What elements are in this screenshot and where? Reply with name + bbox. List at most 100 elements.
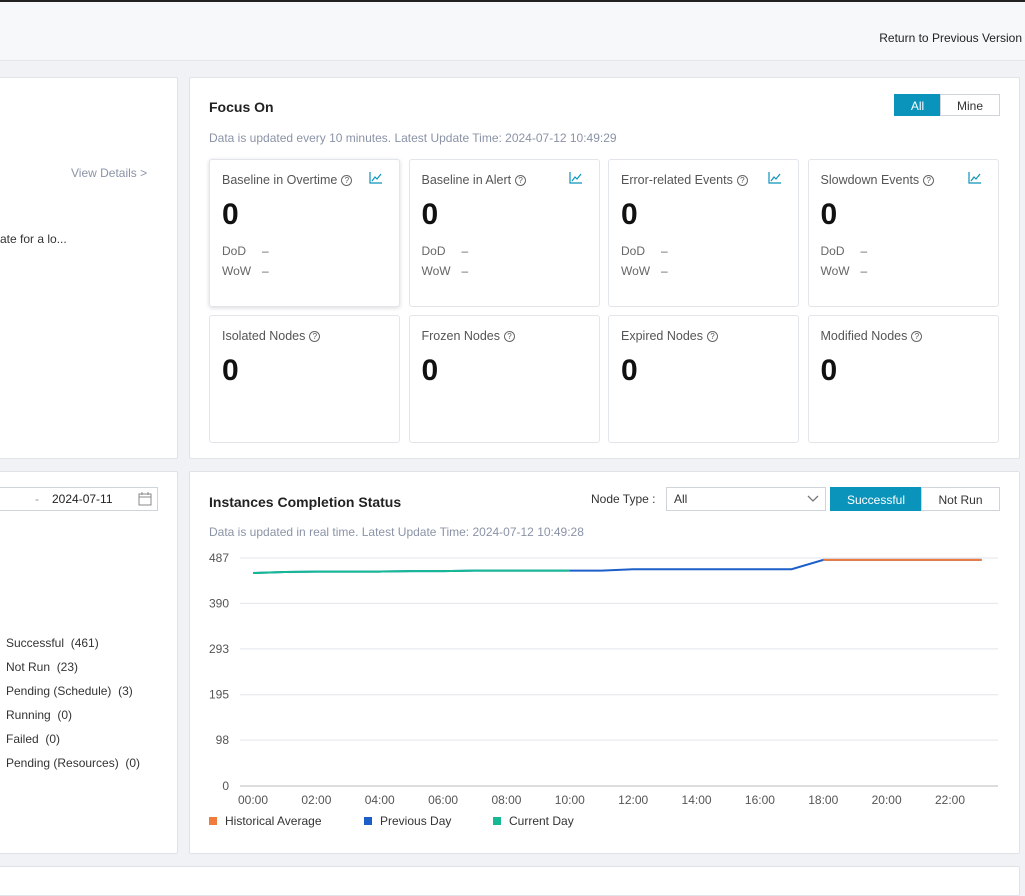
instances-panel	[189, 471, 1020, 854]
wow-value: –	[461, 264, 469, 278]
help-icon[interactable]: ?	[923, 175, 935, 186]
card-title: Frozen Nodes?	[422, 329, 516, 343]
y-tick-label: 487	[209, 551, 229, 565]
card-value: 0	[820, 198, 838, 231]
trend-icon[interactable]	[369, 172, 383, 184]
wow-label: WoW	[222, 264, 252, 278]
node-type-label: Node Type :	[591, 492, 656, 506]
card-title: Isolated Nodes?	[222, 329, 321, 343]
return-link[interactable]: Return to Previous Version	[879, 31, 1022, 45]
help-icon[interactable]: ?	[504, 331, 516, 342]
metric-card[interactable]: Isolated Nodes? 0	[209, 315, 400, 443]
instances-update: Data is updated in real time. Latest Upd…	[209, 525, 584, 539]
left-top-panel	[0, 77, 178, 459]
help-icon[interactable]: ?	[736, 175, 748, 186]
dod-value: –	[461, 244, 469, 258]
status-item: Not Run (23)	[6, 660, 79, 674]
toggle-successful[interactable]: Successful	[830, 487, 922, 511]
card-value: 0	[621, 198, 638, 231]
x-tick-label: 02:00	[301, 793, 331, 807]
calendar-icon	[138, 492, 152, 506]
metric-card[interactable]: Modified Nodes? 0	[807, 315, 999, 443]
wow-label: WoW	[421, 264, 451, 278]
legend-label: Current Day	[509, 814, 574, 828]
focus-title: Focus On	[209, 99, 274, 115]
card-title: Baseline in Alert?	[422, 173, 527, 187]
toggle-mine[interactable]: Mine	[940, 94, 1000, 116]
x-tick-label: 08:00	[491, 793, 521, 807]
x-tick-label: 14:00	[682, 793, 712, 807]
trend-icon[interactable]	[967, 172, 982, 184]
node-type-select[interactable]	[666, 487, 826, 511]
focus-update: Data is updated every 10 minutes. Latest…	[209, 131, 617, 145]
left-bottom-panel	[0, 471, 178, 854]
metric-card[interactable]: Frozen Nodes? 0	[408, 315, 600, 443]
bottom-panel	[0, 866, 1020, 896]
y-tick-label: 195	[209, 688, 229, 702]
card-title: Slowdown Events?	[821, 173, 935, 187]
metric-card[interactable]: Baseline in Overtime? 0 DoD – WoW –	[209, 159, 400, 307]
metric-card[interactable]: Error-related Events? 0 DoD – WoW –	[608, 159, 799, 307]
instances-title: Instances Completion Status	[209, 494, 402, 510]
wow-value: –	[262, 264, 269, 278]
dod-label: DoD	[222, 244, 247, 258]
card-title: Expired Nodes?	[621, 329, 718, 343]
metric-card[interactable]: Slowdown Events? 0 DoD – WoW –	[807, 159, 999, 307]
card-value: 0	[421, 198, 439, 231]
view-details[interactable]: View Details >	[71, 166, 148, 180]
status-item: Pending (Schedule) (3)	[6, 684, 133, 698]
y-tick-label: 0	[222, 779, 229, 793]
legend-swatch	[364, 817, 372, 825]
node-type-value: All	[674, 492, 688, 506]
series-line	[252, 569, 570, 574]
help-icon[interactable]: ?	[515, 175, 527, 186]
x-tick-label: 18:00	[808, 793, 838, 807]
help-icon[interactable]: ?	[707, 331, 718, 342]
toggle-not-run[interactable]: Not Run	[921, 487, 1000, 511]
x-tick-label: 12:00	[618, 793, 648, 807]
legend-label: Historical Average	[225, 814, 322, 828]
metric-card[interactable]: Baseline in Alert? 0 DoD – WoW –	[408, 159, 600, 307]
date-input[interactable]	[0, 487, 158, 511]
help-icon[interactable]: ?	[309, 331, 321, 342]
date: 2024-07-11	[52, 492, 113, 506]
x-tick-label: 06:00	[428, 793, 458, 807]
dod-label: DoD	[421, 244, 446, 258]
y-tick-label: 98	[216, 733, 230, 747]
status-item: Pending (Resources) (0)	[6, 756, 141, 770]
help-icon[interactable]: ?	[341, 175, 353, 186]
metric-card[interactable]: Expired Nodes? 0	[608, 315, 799, 443]
dod-value: –	[860, 244, 868, 258]
legend-swatch	[493, 817, 501, 825]
wow-value: –	[860, 264, 868, 278]
header	[0, 2, 1025, 61]
dod-label: DoD	[621, 244, 646, 258]
trend-icon[interactable]	[568, 172, 583, 184]
x-tick-label: 22:00	[935, 793, 965, 807]
trend-icon[interactable]	[768, 172, 782, 184]
snippet: ate for a lo...	[0, 232, 67, 246]
y-tick-label: 390	[209, 596, 229, 610]
x-tick-label: 20:00	[872, 793, 902, 807]
legend-swatch	[209, 817, 217, 825]
wow-label: WoW	[621, 264, 651, 278]
help-icon[interactable]: ?	[911, 331, 923, 342]
toggle-all[interactable]: All	[894, 94, 941, 116]
x-tick-label: 10:00	[555, 793, 585, 807]
status-item: Successful (461)	[6, 636, 99, 650]
legend-label: Previous Day	[380, 814, 451, 828]
card-value: 0	[820, 354, 838, 387]
wow-label: WoW	[820, 264, 850, 278]
card-value: 0	[222, 198, 239, 231]
x-tick-label: 04:00	[365, 793, 395, 807]
status-item: Running (0)	[6, 708, 73, 722]
status-item: Failed (0)	[6, 732, 61, 746]
card-title: Error-related Events?	[621, 173, 748, 187]
card-title: Baseline in Overtime?	[222, 173, 353, 187]
card-value: 0	[222, 354, 239, 387]
card-value: 0	[421, 354, 439, 387]
select-arrow	[807, 495, 819, 502]
wow-value: –	[661, 264, 668, 278]
